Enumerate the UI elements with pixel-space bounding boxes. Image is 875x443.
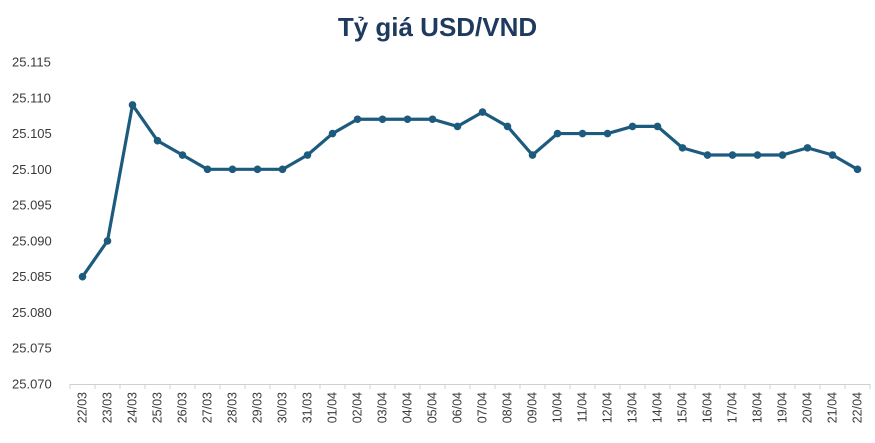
data-point <box>553 129 562 138</box>
y-tick-label: 25.085 <box>12 269 52 284</box>
data-point <box>703 151 712 159</box>
data-point <box>228 165 237 174</box>
y-tick-label: 25.105 <box>12 126 52 141</box>
data-point <box>528 151 537 159</box>
y-tick-label: 25.095 <box>12 198 52 213</box>
x-tick-label: 25/03 <box>151 392 165 423</box>
x-tick-label: 13/04 <box>626 392 640 423</box>
x-tick-label: 11/04 <box>576 392 590 422</box>
data-point <box>628 122 637 131</box>
data-point <box>503 122 512 131</box>
data-point <box>328 129 337 138</box>
x-tick-label: 28/03 <box>226 392 240 423</box>
y-tick-label: 25.080 <box>12 305 52 320</box>
data-point <box>303 151 312 159</box>
x-tick-label: 31/03 <box>301 392 315 423</box>
x-tick-label: 30/03 <box>276 392 290 423</box>
data-point <box>253 165 262 174</box>
x-tick-label: 21/04 <box>826 392 840 423</box>
data-point <box>653 122 662 131</box>
data-point <box>278 165 287 174</box>
data-point <box>378 115 387 124</box>
data-point <box>403 115 412 124</box>
x-tick-label: 15/04 <box>676 392 690 423</box>
x-tick-label: 22/03 <box>76 392 90 423</box>
x-tick-label: 20/04 <box>801 392 815 423</box>
x-tick-label: 14/04 <box>651 392 665 423</box>
chart-title: Tỷ giá USD/VND <box>337 12 538 42</box>
data-point <box>803 144 812 152</box>
x-tick-label: 27/03 <box>201 392 215 423</box>
x-tick-label: 16/04 <box>701 392 715 423</box>
x-tick-label: 02/04 <box>351 392 365 423</box>
x-tick-label: 04/04 <box>401 392 415 423</box>
y-tick-label: 25.070 <box>12 377 52 392</box>
data-point <box>153 136 162 145</box>
data-point <box>353 115 362 124</box>
data-point <box>178 151 187 159</box>
series-line <box>80 103 860 279</box>
data-point <box>603 129 612 138</box>
x-tick-label: 03/04 <box>376 392 390 423</box>
data-point <box>203 165 212 174</box>
x-tick-label: 05/04 <box>426 392 440 423</box>
x-tick-label: 09/04 <box>526 392 540 423</box>
x-tick-label: 17/04 <box>726 392 740 423</box>
y-tick-label: 25.090 <box>12 233 52 248</box>
x-tick-label: 08/04 <box>501 392 515 423</box>
y-axis: 25.070 25.075 25.080 25.085 25.090 25.095 25.1… <box>12 55 52 392</box>
data-point <box>753 151 762 159</box>
x-tick-label: 29/03 <box>251 392 265 423</box>
data-point <box>453 122 462 131</box>
data-point <box>828 151 837 159</box>
data-point <box>778 151 787 159</box>
y-tick-label: 25.110 <box>12 90 51 105</box>
x-tick-label: 10/04 <box>551 392 565 423</box>
data-point <box>578 129 587 138</box>
data-point <box>78 272 87 281</box>
data-point <box>478 108 487 116</box>
data-point <box>103 237 112 245</box>
data-point <box>678 144 687 152</box>
x-tick-label: 01/04 <box>326 392 340 423</box>
data-point <box>128 101 137 109</box>
data-point <box>728 151 737 159</box>
x-tick-label: 19/04 <box>776 392 790 423</box>
y-tick-label: 25.075 <box>12 341 52 356</box>
x-tick-label: 07/04 <box>476 392 490 423</box>
x-tick-label: 22/04 <box>851 392 865 423</box>
x-axis: 22/03 23/03 24/03 25/03 26/03 27/03 28/03 29/03… <box>69 384 871 423</box>
x-tick-label: 26/03 <box>176 392 190 423</box>
x-tick-label: 18/04 <box>751 392 765 423</box>
y-tick-label: 25.115 <box>12 55 51 70</box>
y-tick-label: 25.100 <box>12 162 52 177</box>
data-point <box>428 115 437 124</box>
x-tick-label: 06/04 <box>451 392 465 423</box>
data-point <box>853 165 862 174</box>
x-tick-label: 12/04 <box>601 392 615 423</box>
x-tick-label: 24/03 <box>126 392 140 423</box>
series-layer <box>78 101 862 281</box>
x-tick-label: 23/03 <box>101 392 115 423</box>
